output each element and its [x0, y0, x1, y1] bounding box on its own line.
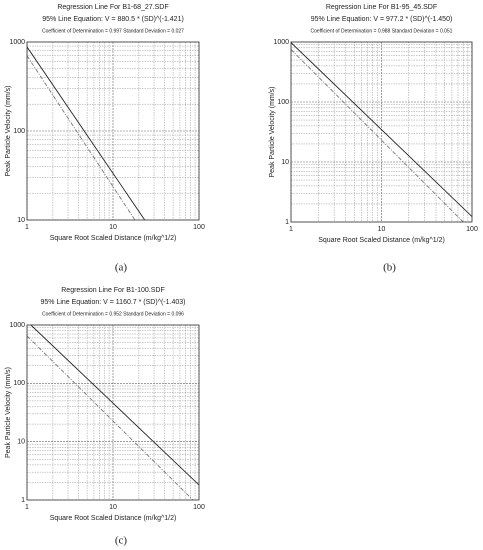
regression-line: [291, 49, 464, 222]
y-tick-label: 1: [285, 219, 289, 226]
annotation: Coefficient of Determination = 0.997 Sta…: [42, 28, 184, 34]
x-tick-label: 100: [466, 226, 478, 233]
panel-label: (a): [115, 262, 128, 274]
y-tick-label: 1000: [9, 322, 25, 329]
chart-subtitle: 95% Line Equation: V = 977.2 * (SD)^(-1.…: [311, 16, 453, 23]
chart-title: Regression Line For B1-100.SDF: [61, 287, 165, 294]
y-tick-label: 10: [281, 159, 289, 166]
x-axis-label: Square Root Scaled Distance (m/kg^1/2): [50, 515, 177, 522]
x-tick-label: 1: [25, 224, 29, 231]
y-axis-label: Peak Particle Velocity (mm/s): [5, 85, 12, 176]
x-tick-label: 1: [289, 226, 293, 233]
y-tick-label: 100: [13, 128, 25, 135]
chart-title: Regression Line For B1-68_27.SDF: [57, 4, 168, 11]
x-tick-label: 100: [193, 504, 205, 511]
y-axis-label: Peak Particle Velocity (mm/s): [269, 86, 276, 177]
regression-line: [27, 55, 136, 220]
y-tick-label: 100: [13, 380, 25, 387]
y-tick-label: 1000: [9, 39, 25, 46]
y-tick-label: 10: [17, 439, 25, 446]
annotation: Coefficient of Determination = 0.952 Sta…: [42, 311, 184, 317]
annotation: Coefficient of Determination = 0.988 Sta…: [311, 28, 453, 34]
y-tick-label: 10: [17, 217, 25, 224]
x-tick-label: 10: [378, 226, 386, 233]
x-tick-label: 10: [109, 224, 117, 231]
chart-title: Regression Line For B1-95_45.SDF: [326, 4, 437, 11]
panel-label: (b): [383, 262, 396, 274]
x-axis-label: Square Root Scaled Distance (m/kg^1/2): [50, 235, 177, 242]
regression-line: [27, 335, 194, 500]
x-tick-label: 100: [193, 224, 205, 231]
x-tick-label: 1: [25, 504, 29, 511]
plot-frame: [290, 41, 473, 223]
chart-subtitle: 95% Line Equation: V = 1160.7 * (SD)^(-1…: [41, 299, 186, 306]
plot-frame: [26, 41, 200, 221]
regression-line: [30, 325, 199, 486]
regression-line: [27, 46, 146, 220]
x-tick-label: 10: [109, 504, 117, 511]
y-axis-label: Peak Particle Velocity (mm/s): [5, 367, 12, 458]
y-tick-label: 100: [277, 99, 289, 106]
y-tick-label: 1: [21, 497, 25, 504]
panel-label: (c): [115, 535, 128, 547]
regression-line: [291, 42, 472, 217]
chart-subtitle: 95% Line Equation: V = 880.5 * (SD)^(-1.…: [42, 16, 184, 23]
x-axis-label: Square Root Scaled Distance (m/kg^1/2): [318, 237, 445, 244]
y-tick-label: 1000: [273, 39, 289, 46]
plot-frame: [26, 324, 200, 501]
